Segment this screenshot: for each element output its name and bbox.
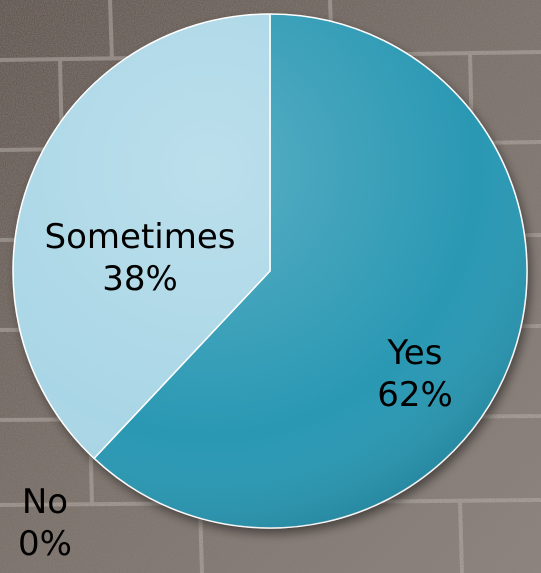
slice-category-no: No	[21, 482, 69, 522]
slice-percent-no: 0%	[18, 524, 72, 564]
slice-label-sometimes: Sometimes 38%	[20, 216, 260, 300]
slice-percent-yes: 62%	[377, 375, 453, 415]
slice-category-yes: Yes	[387, 333, 443, 373]
slice-label-yes: Yes 62%	[340, 332, 490, 416]
slice-category-sometimes: Sometimes	[44, 217, 236, 257]
slice-percent-sometimes: 38%	[102, 259, 178, 299]
slice-label-no: No 0%	[0, 481, 90, 565]
